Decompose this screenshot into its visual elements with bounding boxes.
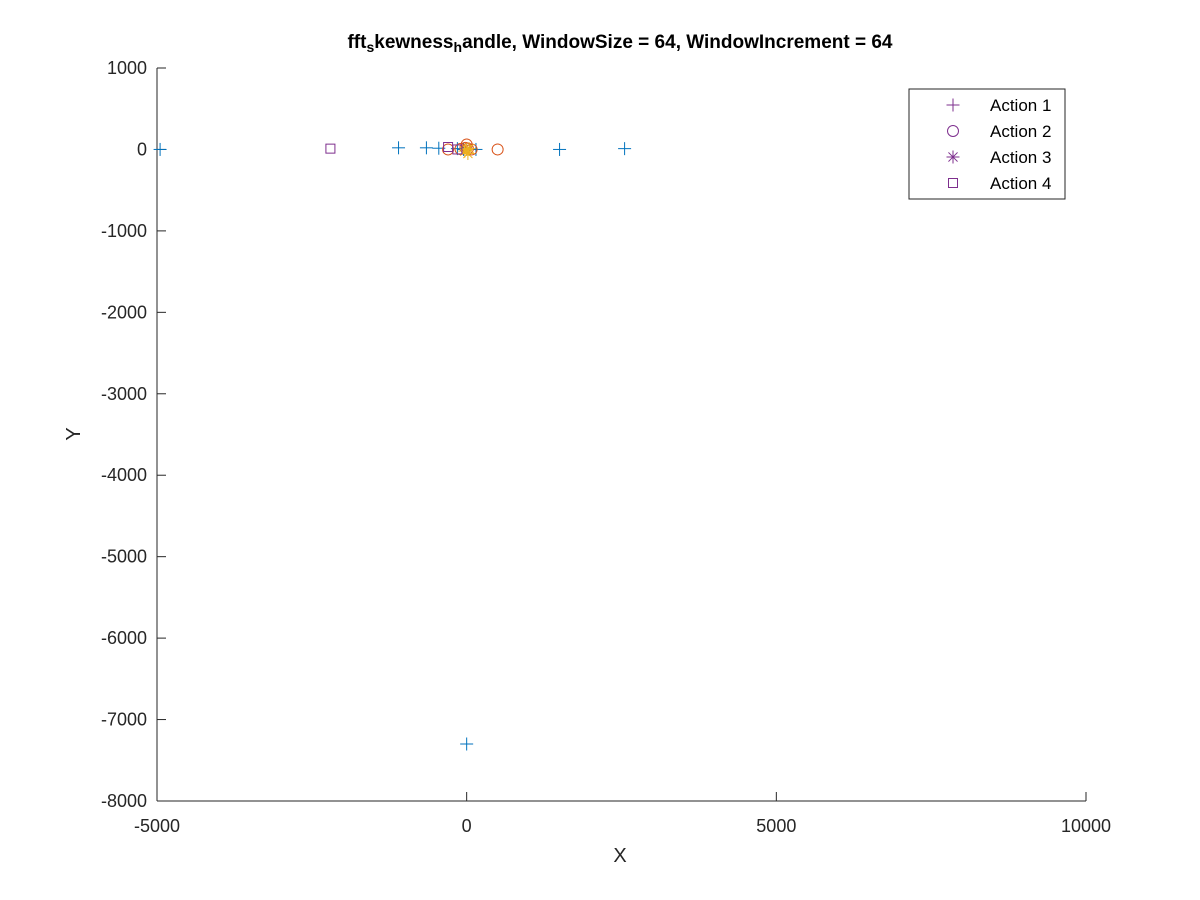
x-tick-label: -5000 bbox=[134, 816, 180, 836]
legend-marker-plus bbox=[946, 98, 960, 112]
y-tick-label: 0 bbox=[137, 139, 147, 159]
y-tick-label: -5000 bbox=[101, 547, 147, 567]
y-tick-label: 1000 bbox=[107, 58, 147, 78]
title-part: fft bbox=[347, 32, 367, 53]
y-tick-label: -3000 bbox=[101, 384, 147, 404]
data-point-plus bbox=[153, 142, 167, 156]
x-tick-label: 10000 bbox=[1061, 816, 1111, 836]
legend-label: Action 3 bbox=[990, 148, 1051, 167]
x-ticks: -5000 0 5000 10000 bbox=[134, 792, 1111, 836]
y-tick-label: -2000 bbox=[101, 302, 147, 322]
data-point-asterisk bbox=[462, 142, 476, 156]
y-axis-label: Y bbox=[63, 427, 85, 440]
legend-marker-square bbox=[948, 178, 958, 188]
y-tick-label: -8000 bbox=[101, 791, 147, 811]
data-point-plus bbox=[553, 142, 567, 156]
chart-title: fftskewnesshandle, WindowSize = 64, Wind… bbox=[347, 32, 892, 55]
legend-label: Action 1 bbox=[990, 96, 1051, 115]
data-point-plus bbox=[419, 141, 433, 155]
data-point-plus bbox=[392, 141, 406, 155]
data-point-circle bbox=[442, 143, 455, 156]
legend-marker-asterisk bbox=[946, 150, 960, 164]
data-markers bbox=[153, 138, 632, 751]
y-tick-label: -6000 bbox=[101, 628, 147, 648]
axes bbox=[156, 68, 1086, 802]
data-point-square bbox=[325, 143, 336, 154]
data-point-circle bbox=[491, 143, 504, 156]
data-point-plus bbox=[618, 142, 632, 156]
y-tick-label: -4000 bbox=[101, 465, 147, 485]
title-part: s bbox=[366, 39, 374, 55]
x-tick-label: 5000 bbox=[756, 816, 796, 836]
x-axis-label: X bbox=[613, 845, 626, 867]
data-point-square bbox=[452, 144, 463, 155]
legend-label: Action 2 bbox=[990, 122, 1051, 141]
y-tick-label: -1000 bbox=[101, 221, 147, 241]
legend: Action 1 Action 2 Action 3 Action 4 bbox=[908, 88, 1066, 200]
data-point-plus bbox=[460, 737, 474, 751]
title-part: kewness bbox=[374, 32, 453, 53]
title-part: andle, WindowSize = 64, WindowIncrement … bbox=[462, 32, 893, 53]
y-ticks: 1000 0 -1000 -2000 -3000 -4000 -5000 -6000 -7000… bbox=[101, 58, 166, 811]
legend-box bbox=[908, 88, 1066, 200]
legend-marker-circle bbox=[947, 125, 959, 137]
legend-label: Action 4 bbox=[990, 174, 1051, 193]
y-tick-label: -7000 bbox=[101, 710, 147, 730]
title-part: h bbox=[454, 39, 463, 55]
legend-items: Action 1 Action 2 Action 3 Action 4 bbox=[946, 96, 1051, 193]
x-tick-label: 0 bbox=[462, 816, 472, 836]
